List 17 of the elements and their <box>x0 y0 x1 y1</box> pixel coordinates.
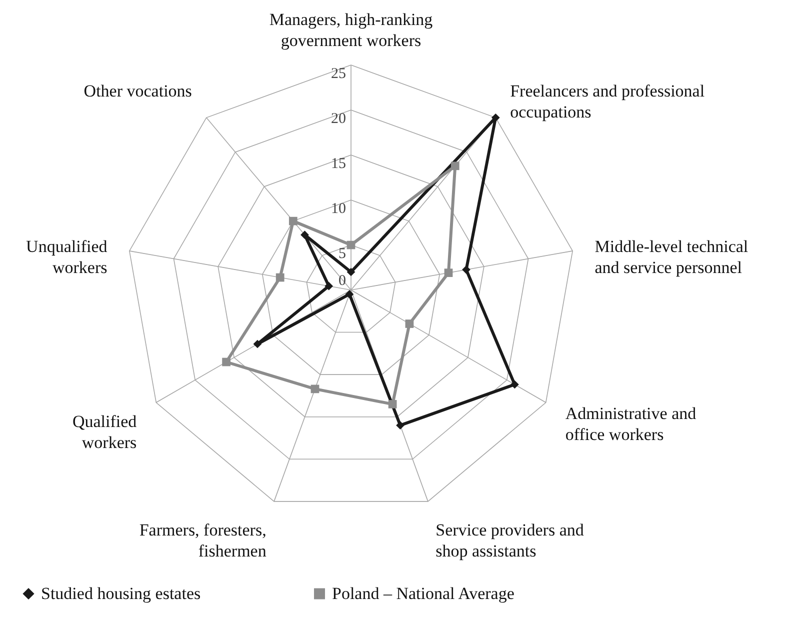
y-tick-label: 10 <box>331 201 346 217</box>
spoke-label: Other vocations <box>84 81 192 100</box>
legend-label: Poland – National Average <box>332 584 514 603</box>
y-tick-label: 25 <box>331 66 346 82</box>
y-tick-label: 15 <box>331 156 346 172</box>
y-tick-label: 20 <box>331 111 346 127</box>
spoke-label: Managers, high-ranking government workers <box>269 10 434 50</box>
spoke-label: Service providers and shop assistants <box>436 520 584 561</box>
spoke-label: Middle-level technical and service personnel <box>594 237 748 278</box>
legend-label: Studied housing estates <box>41 584 201 603</box>
spoke-label: Unqualified workers <box>26 237 108 278</box>
y-tick-label: 0 <box>338 273 346 289</box>
spoke-label: Freelancers and professional occupations <box>510 81 705 122</box>
y-tick-label: 5 <box>338 246 346 262</box>
spoke-label: Farmers, foresters, fishermen <box>139 520 267 561</box>
spoke-label: Qualified workers <box>72 412 138 452</box>
spoke-label: Administrative and office workers <box>565 404 697 444</box>
